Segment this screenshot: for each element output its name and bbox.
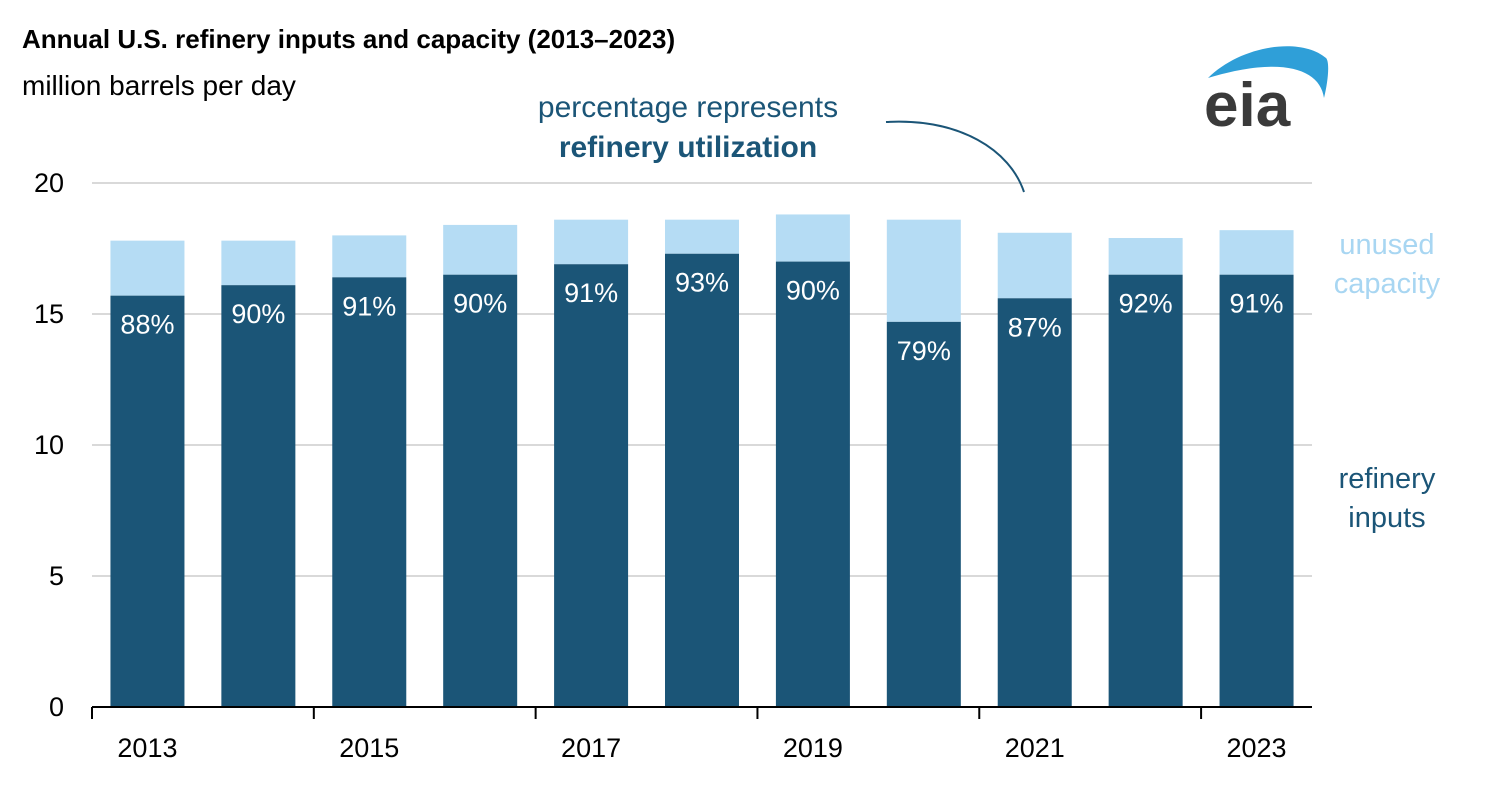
utilization-label-2020: 79% (897, 336, 951, 366)
bar-inputs-2017 (554, 264, 629, 707)
x-tick-label-2013: 2013 (117, 733, 177, 763)
bar-unused-2021 (997, 232, 1072, 299)
chart-title: Annual U.S. refinery inputs and capacity… (22, 24, 676, 54)
bar-unused-2022 (1108, 238, 1183, 275)
bar-unused-2020 (886, 219, 961, 322)
bar-unused-2023 (1219, 230, 1294, 275)
bar-unused-2018 (665, 219, 739, 254)
bar-unused-2015 (332, 235, 407, 278)
bar-inputs-2013 (110, 295, 185, 707)
legend-inputs-line-1: refinery (1338, 463, 1436, 495)
y-tick-label-5: 5 (49, 561, 64, 591)
utilization-label-2017: 91% (564, 278, 618, 308)
annotation-line-2: refinery utilization (558, 131, 818, 164)
bar-inputs-2019 (775, 261, 850, 707)
utilization-label-2021: 87% (1008, 312, 1062, 342)
bar-inputs-2023 (1219, 274, 1294, 707)
y-axis-unit-label: million barrels per day (22, 70, 296, 101)
x-tick-label-2017: 2017 (561, 733, 621, 763)
utilization-label-2013: 88% (120, 310, 174, 340)
x-tick-label-2019: 2019 (783, 733, 843, 763)
utilization-label-2015: 91% (342, 291, 396, 321)
logo-text: eia (1204, 71, 1291, 138)
bar-inputs-2022 (1108, 274, 1183, 707)
bars-layer (110, 214, 1294, 708)
utilization-label-2018: 93% (675, 268, 729, 298)
x-tick-label-2021: 2021 (1005, 733, 1065, 763)
annotation-leader-line (885, 120, 1025, 193)
annotation-line-1: percentage represents (537, 91, 839, 124)
x-tick-label-2023: 2023 (1227, 733, 1287, 763)
utilization-annotation: percentage represents refinery utilizati… (468, 88, 908, 168)
bar-unused-2016 (443, 224, 518, 275)
bar-inputs-2015 (332, 277, 407, 707)
utilization-label-2023: 91% (1230, 289, 1284, 319)
utilization-label-2019: 90% (786, 276, 840, 306)
eia-logo-icon: eia (1204, 46, 1329, 138)
legend-inputs-line-2: inputs (1348, 502, 1426, 534)
utilization-label-2014: 90% (231, 299, 285, 329)
y-tick-label-20: 20 (34, 168, 64, 198)
utilization-label-2016: 90% (453, 289, 507, 319)
labels-layer: 88% 90% 91% 90% 91% 93% 90% 79% 87% 92% 91% (120, 268, 1283, 366)
bar-unused-2014 (221, 240, 296, 286)
bar-unused-2017 (554, 219, 629, 265)
legend-refinery-inputs: refinery inputs (1312, 460, 1462, 538)
bar-inputs-2016 (443, 274, 518, 707)
y-tick-label-15: 15 (34, 299, 64, 329)
bar-inputs-2020 (886, 321, 961, 707)
legend-unused-capacity: unused capacity (1312, 226, 1462, 304)
x-tick-label-2015: 2015 (339, 733, 399, 763)
y-tick-label-10: 10 (34, 430, 64, 460)
axis-layer: 0 5 10 15 20 2013 2015 2017 2019 2021 2023 (34, 168, 1312, 763)
utilization-label-2022: 92% (1119, 289, 1173, 319)
y-tick-label-0: 0 (49, 692, 64, 722)
bar-inputs-2018 (665, 253, 739, 708)
bar-unused-2013 (110, 240, 185, 296)
legend-unused-line-2: capacity (1333, 268, 1441, 300)
bar-inputs-2021 (997, 298, 1072, 707)
logo-swoosh (1208, 46, 1329, 98)
legend-unused-line-1: unused (1339, 229, 1435, 261)
bar-unused-2019 (775, 214, 850, 262)
bar-inputs-2014 (221, 285, 296, 707)
